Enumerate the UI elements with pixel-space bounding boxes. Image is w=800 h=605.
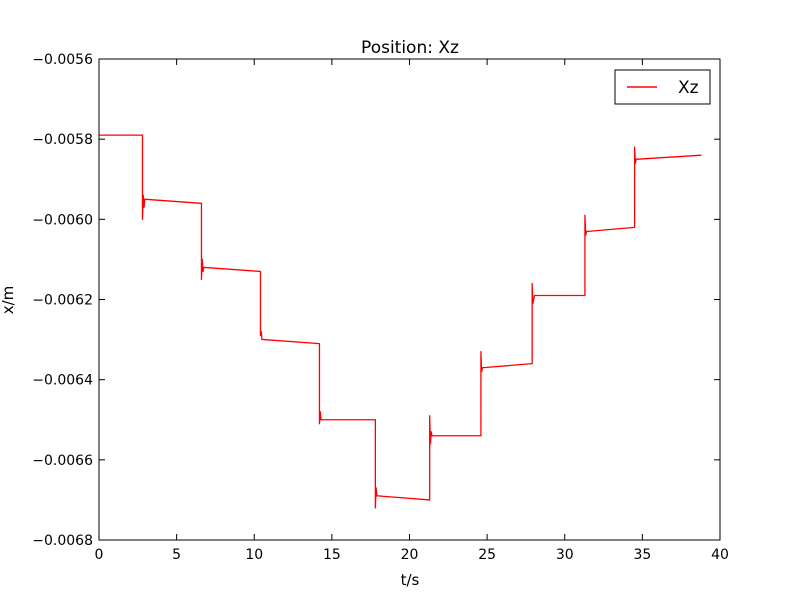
x-tick-label: 40 [711, 547, 729, 563]
series-line-xz [99, 134, 702, 509]
y-tick-label: −0.0062 [32, 293, 93, 309]
x-axis-title: t/s [401, 571, 420, 589]
axis-tick-labels: 0 5 10 15 20 25 30 35 40 −0.0056 −0.0058 −0.0060 −0.… [32, 52, 729, 563]
plot-data-layer [99, 134, 702, 509]
y-tick-label: −0.0060 [32, 212, 93, 228]
y-tick-label: −0.0068 [32, 533, 93, 549]
legend-label-xz: Xz [678, 78, 699, 98]
chart-title: Position: Xz [361, 38, 459, 58]
x-tick-label: 10 [245, 547, 263, 563]
x-tick-label: 0 [95, 547, 104, 563]
y-tick-label: −0.0064 [32, 373, 93, 389]
y-axis-title: x/m [0, 286, 17, 315]
x-tick-label: 25 [478, 547, 496, 563]
x-tick-label: 30 [556, 547, 574, 563]
x-tick-label: 5 [172, 547, 181, 563]
legend: Xz [614, 69, 711, 105]
y-tick-label: −0.0058 [32, 132, 93, 148]
plot-frame [98, 58, 721, 541]
y-tick-label: −0.0056 [32, 52, 93, 68]
x-tick-label: 20 [401, 547, 419, 563]
x-tick-label: 35 [633, 547, 651, 563]
axis-ticks [98, 58, 721, 541]
y-tick-label: −0.0066 [32, 453, 93, 469]
x-tick-label: 15 [323, 547, 341, 563]
